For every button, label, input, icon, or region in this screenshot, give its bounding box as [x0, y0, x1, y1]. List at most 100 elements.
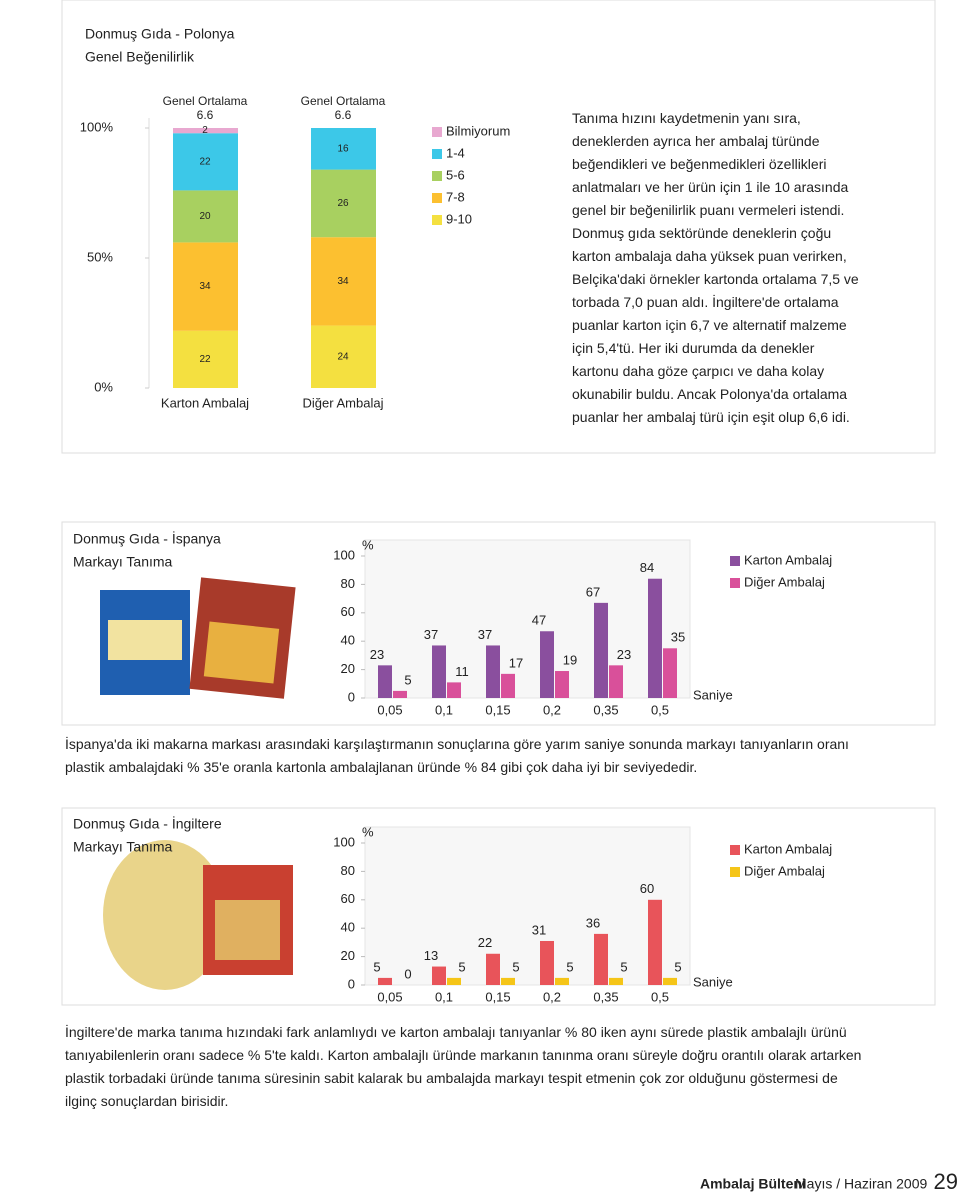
- issue: Mayıs / Haziran 2009: [795, 1176, 927, 1192]
- value-label: 19: [563, 652, 577, 667]
- segment-label: 16: [337, 143, 349, 154]
- legend-swatch: [432, 215, 442, 225]
- segment-label: 24: [337, 351, 349, 362]
- bar: [540, 631, 554, 698]
- plot-area: [364, 539, 691, 699]
- bar: [663, 648, 677, 698]
- x-tick-label: 0,5: [651, 989, 669, 1004]
- bar: [594, 602, 608, 698]
- bar-segment: [311, 169, 376, 238]
- chart-title: Donmuş Gıda - İngiltere: [73, 815, 222, 832]
- value-label: 5: [458, 959, 465, 974]
- x-tick-label: 0,2: [543, 702, 561, 717]
- y-tick-label: 40: [341, 920, 355, 935]
- package: [103, 840, 227, 990]
- product-photo: [100, 577, 296, 699]
- x-tick-label: 0,05: [377, 989, 402, 1004]
- y-tick-label: 40: [341, 633, 355, 648]
- legend-label: 7-8: [446, 189, 465, 204]
- y-axis-label: %: [362, 537, 374, 552]
- bar: [432, 966, 446, 985]
- chart-subtitle: Genel Beğenilirlik: [85, 49, 195, 65]
- y-tick-label: 100%: [80, 119, 114, 134]
- legend-swatch: [432, 193, 442, 203]
- bar: [378, 665, 392, 698]
- segment-label: 2: [202, 125, 208, 136]
- x-tick-label: 0,2: [543, 989, 561, 1004]
- y-tick-label: 0%: [94, 379, 113, 394]
- bar: [501, 977, 515, 985]
- value-label: 37: [424, 627, 438, 642]
- bar: [501, 673, 515, 698]
- legend-label: Diğer Ambalaj: [744, 574, 825, 589]
- y-tick-label: 20: [341, 948, 355, 963]
- caption: İngiltere'de marka tanıma hızındaki fark…: [65, 1024, 862, 1109]
- package: [203, 621, 280, 684]
- legend-label: Karton Ambalaj: [744, 552, 832, 567]
- x-tick-label: 0,1: [435, 702, 453, 717]
- plot-area: [364, 826, 691, 986]
- bar: [555, 671, 569, 698]
- y-tick-label: 20: [341, 661, 355, 676]
- bar: [540, 940, 554, 985]
- bar: [447, 682, 461, 698]
- bar-segment: [311, 128, 376, 170]
- value-label: 5: [404, 672, 411, 687]
- segment-label: 34: [337, 276, 349, 287]
- x-tick-label: Karton Ambalaj: [161, 395, 249, 410]
- bar-note: Genel Ortalama: [301, 94, 386, 108]
- bar-segment: [173, 330, 238, 388]
- value-label: 11: [455, 664, 469, 679]
- legend-swatch: [730, 867, 740, 877]
- value-label: 5: [674, 959, 681, 974]
- segment-label: 20: [199, 211, 211, 222]
- value-label: 37: [478, 627, 492, 642]
- legend-swatch: [432, 171, 442, 181]
- legend-label: 9-10: [446, 211, 472, 226]
- segment-label: 34: [199, 281, 211, 292]
- legend-swatch: [730, 578, 740, 588]
- value-label: 5: [566, 959, 573, 974]
- bar-segment: [173, 190, 238, 243]
- segment-label: 22: [199, 156, 211, 167]
- bar: [594, 933, 608, 985]
- legend-label: Diğer Ambalaj: [744, 863, 825, 878]
- value-label: 17: [509, 655, 523, 670]
- segment-label: 26: [337, 198, 349, 209]
- bar: [486, 953, 500, 985]
- x-tick-label: 0,05: [377, 702, 402, 717]
- bar: [648, 899, 662, 985]
- bar: [432, 645, 446, 698]
- value-label: 23: [617, 647, 631, 662]
- chart-title: Donmuş Gıda - İspanya: [73, 530, 221, 547]
- x-tick-label: Diğer Ambalaj: [303, 395, 384, 410]
- x-tick-label: 0,1: [435, 989, 453, 1004]
- legend-swatch: [730, 845, 740, 855]
- publication: Ambalaj Bülteni: [700, 1176, 806, 1192]
- legend-label: Bilmiyorum: [446, 123, 510, 138]
- page-number: 29: [934, 1169, 958, 1194]
- chart-subtitle: Markayı Tanıma: [73, 554, 173, 570]
- bar: [609, 977, 623, 985]
- bar-segment: [311, 325, 376, 388]
- value-label: 84: [640, 560, 654, 575]
- bar-note-value: 6.6: [197, 108, 214, 122]
- value-label: 5: [373, 959, 380, 974]
- x-axis-label: Saniye: [693, 974, 733, 989]
- value-label: 31: [532, 922, 546, 937]
- value-label: 22: [478, 935, 492, 950]
- y-tick-label: 0: [348, 689, 355, 704]
- x-tick-label: 0,35: [593, 702, 618, 717]
- y-tick-label: 60: [341, 891, 355, 906]
- y-tick-label: 100: [333, 834, 355, 849]
- chart-title: Donmuş Gıda - Polonya: [85, 26, 235, 42]
- bar-note: Genel Ortalama: [163, 94, 248, 108]
- value-label: 23: [370, 647, 384, 662]
- caption: İspanya'da iki makarna markası arasındak…: [65, 736, 849, 775]
- bar: [486, 645, 500, 698]
- product-photo: [103, 840, 293, 990]
- bar-segment: [311, 237, 376, 326]
- bar: [378, 977, 392, 985]
